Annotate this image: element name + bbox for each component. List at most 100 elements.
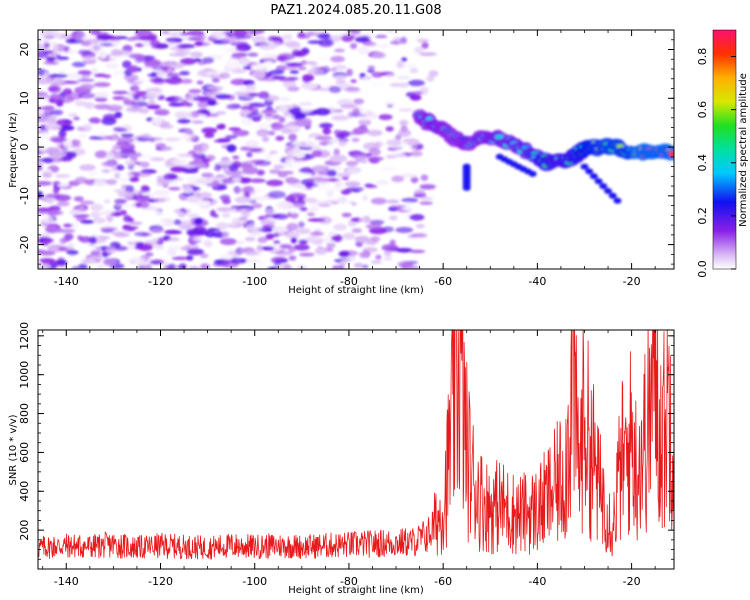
heatmap-cell <box>271 76 287 80</box>
heatmap-cell <box>207 85 225 91</box>
heatmap-cell <box>290 237 298 244</box>
heatmap-cell <box>184 130 194 135</box>
heatmap-cell <box>103 113 118 121</box>
heatmap-cell <box>260 220 276 225</box>
heatmap-cell <box>83 38 100 45</box>
heatmap-cell <box>138 108 150 114</box>
heatmap-cell <box>294 53 303 57</box>
heatmap-cell <box>346 68 353 77</box>
heatmap-cell <box>103 258 117 267</box>
heatmap-cell <box>158 178 167 184</box>
heatmap-cell <box>295 172 312 177</box>
heatmap-cell <box>38 106 48 111</box>
heatmap-cell <box>336 172 352 178</box>
heatmap-cell <box>76 78 95 82</box>
heatmap-cell <box>150 44 169 49</box>
heatmap-cell <box>354 235 370 243</box>
heatmap-cell <box>191 120 204 124</box>
heatmap-cell <box>54 194 72 202</box>
heatmap-cell <box>97 264 105 269</box>
heatmap-cell <box>264 153 272 161</box>
x-tick-label: -80 <box>340 575 358 588</box>
heatmap-cell <box>122 60 132 69</box>
heatmap-cell <box>297 31 306 38</box>
snr-series-line <box>38 330 674 560</box>
heatmap-cell <box>192 96 211 102</box>
heatmap-cell <box>311 164 327 172</box>
heatmap-cell <box>528 170 537 177</box>
heatmap-cell <box>153 189 170 197</box>
heatmap-cell <box>165 37 183 43</box>
heatmap-cell <box>367 129 383 137</box>
heatmap-cell <box>94 150 107 159</box>
heatmap-cell <box>177 153 193 158</box>
heatmap-cell <box>87 171 99 175</box>
heatmap-cell <box>396 60 405 69</box>
heatmap-cell <box>462 184 471 191</box>
heatmap-cell <box>218 158 233 166</box>
heatmap-cell <box>365 223 383 230</box>
heatmap-cell <box>191 186 198 191</box>
heatmap-cell <box>104 209 116 215</box>
heatmap-cell <box>57 125 75 131</box>
heatmap-cell <box>166 72 181 78</box>
heatmap-cell <box>141 133 152 139</box>
heatmap-cell <box>228 164 239 172</box>
heatmap-cell <box>93 82 111 88</box>
heatmap-cell <box>315 183 329 190</box>
heatmap-cell <box>265 110 275 115</box>
heatmap-cell <box>387 146 398 151</box>
heatmap-cell <box>361 194 369 202</box>
heatmap-cell <box>196 163 206 169</box>
heatmap-cell <box>113 199 128 204</box>
heatmap-cell <box>94 97 108 102</box>
heatmap-cell <box>333 223 347 231</box>
heatmap-cell <box>386 73 396 78</box>
heatmap-cell <box>39 31 55 37</box>
heatmap-cell <box>232 155 240 160</box>
heatmap-cell <box>314 247 328 255</box>
heatmap-cell <box>152 238 159 242</box>
heatmap-cell <box>42 110 53 119</box>
colorbar-tick-label: 0.6 <box>696 101 709 119</box>
heatmap-cell <box>82 122 96 130</box>
x-tick-label: -40 <box>528 275 546 288</box>
heatmap-cell <box>201 172 214 178</box>
y-tick-label: -20 <box>18 236 31 254</box>
heatmap-cell <box>242 166 259 175</box>
heatmap-cell <box>199 253 209 258</box>
heatmap-cell <box>129 85 140 92</box>
heatmap-cell <box>249 148 263 153</box>
heatmap-cell <box>94 73 107 78</box>
heatmap-cell <box>115 164 125 171</box>
heatmap-cell <box>409 146 418 150</box>
heatmap-cell <box>215 222 229 230</box>
snr-x-axis-label: Height of straight line (km) <box>288 585 424 596</box>
heatmap-cell <box>150 228 165 234</box>
heatmap-cell <box>389 215 398 221</box>
heatmap-cell <box>421 42 429 49</box>
heatmap-cell <box>239 177 252 184</box>
heatmap-cell <box>400 173 418 178</box>
heatmap-cell <box>608 192 617 199</box>
heatmap-cell <box>225 135 238 139</box>
heatmap-cell <box>117 191 134 198</box>
heatmap-cell <box>230 205 248 209</box>
heatmap-cell <box>219 238 237 246</box>
heatmap-cell <box>194 217 203 225</box>
heatmap-cell <box>389 41 400 45</box>
heatmap-cell <box>580 163 589 170</box>
heatmap-cell <box>135 90 148 96</box>
heatmap-cell <box>134 161 142 165</box>
heatmap-cell <box>199 208 212 214</box>
heatmap-cell <box>128 53 145 59</box>
heatmap-cell <box>120 209 127 216</box>
heatmap-cell <box>298 239 309 245</box>
heatmap-cell <box>230 257 246 264</box>
heatmap-cell <box>147 73 157 78</box>
heatmap-cell <box>111 231 128 236</box>
heatmap-cell <box>125 226 136 232</box>
heatmap-cell <box>232 129 250 137</box>
heatmap-cell <box>116 30 132 35</box>
heatmap-cell <box>51 137 68 143</box>
